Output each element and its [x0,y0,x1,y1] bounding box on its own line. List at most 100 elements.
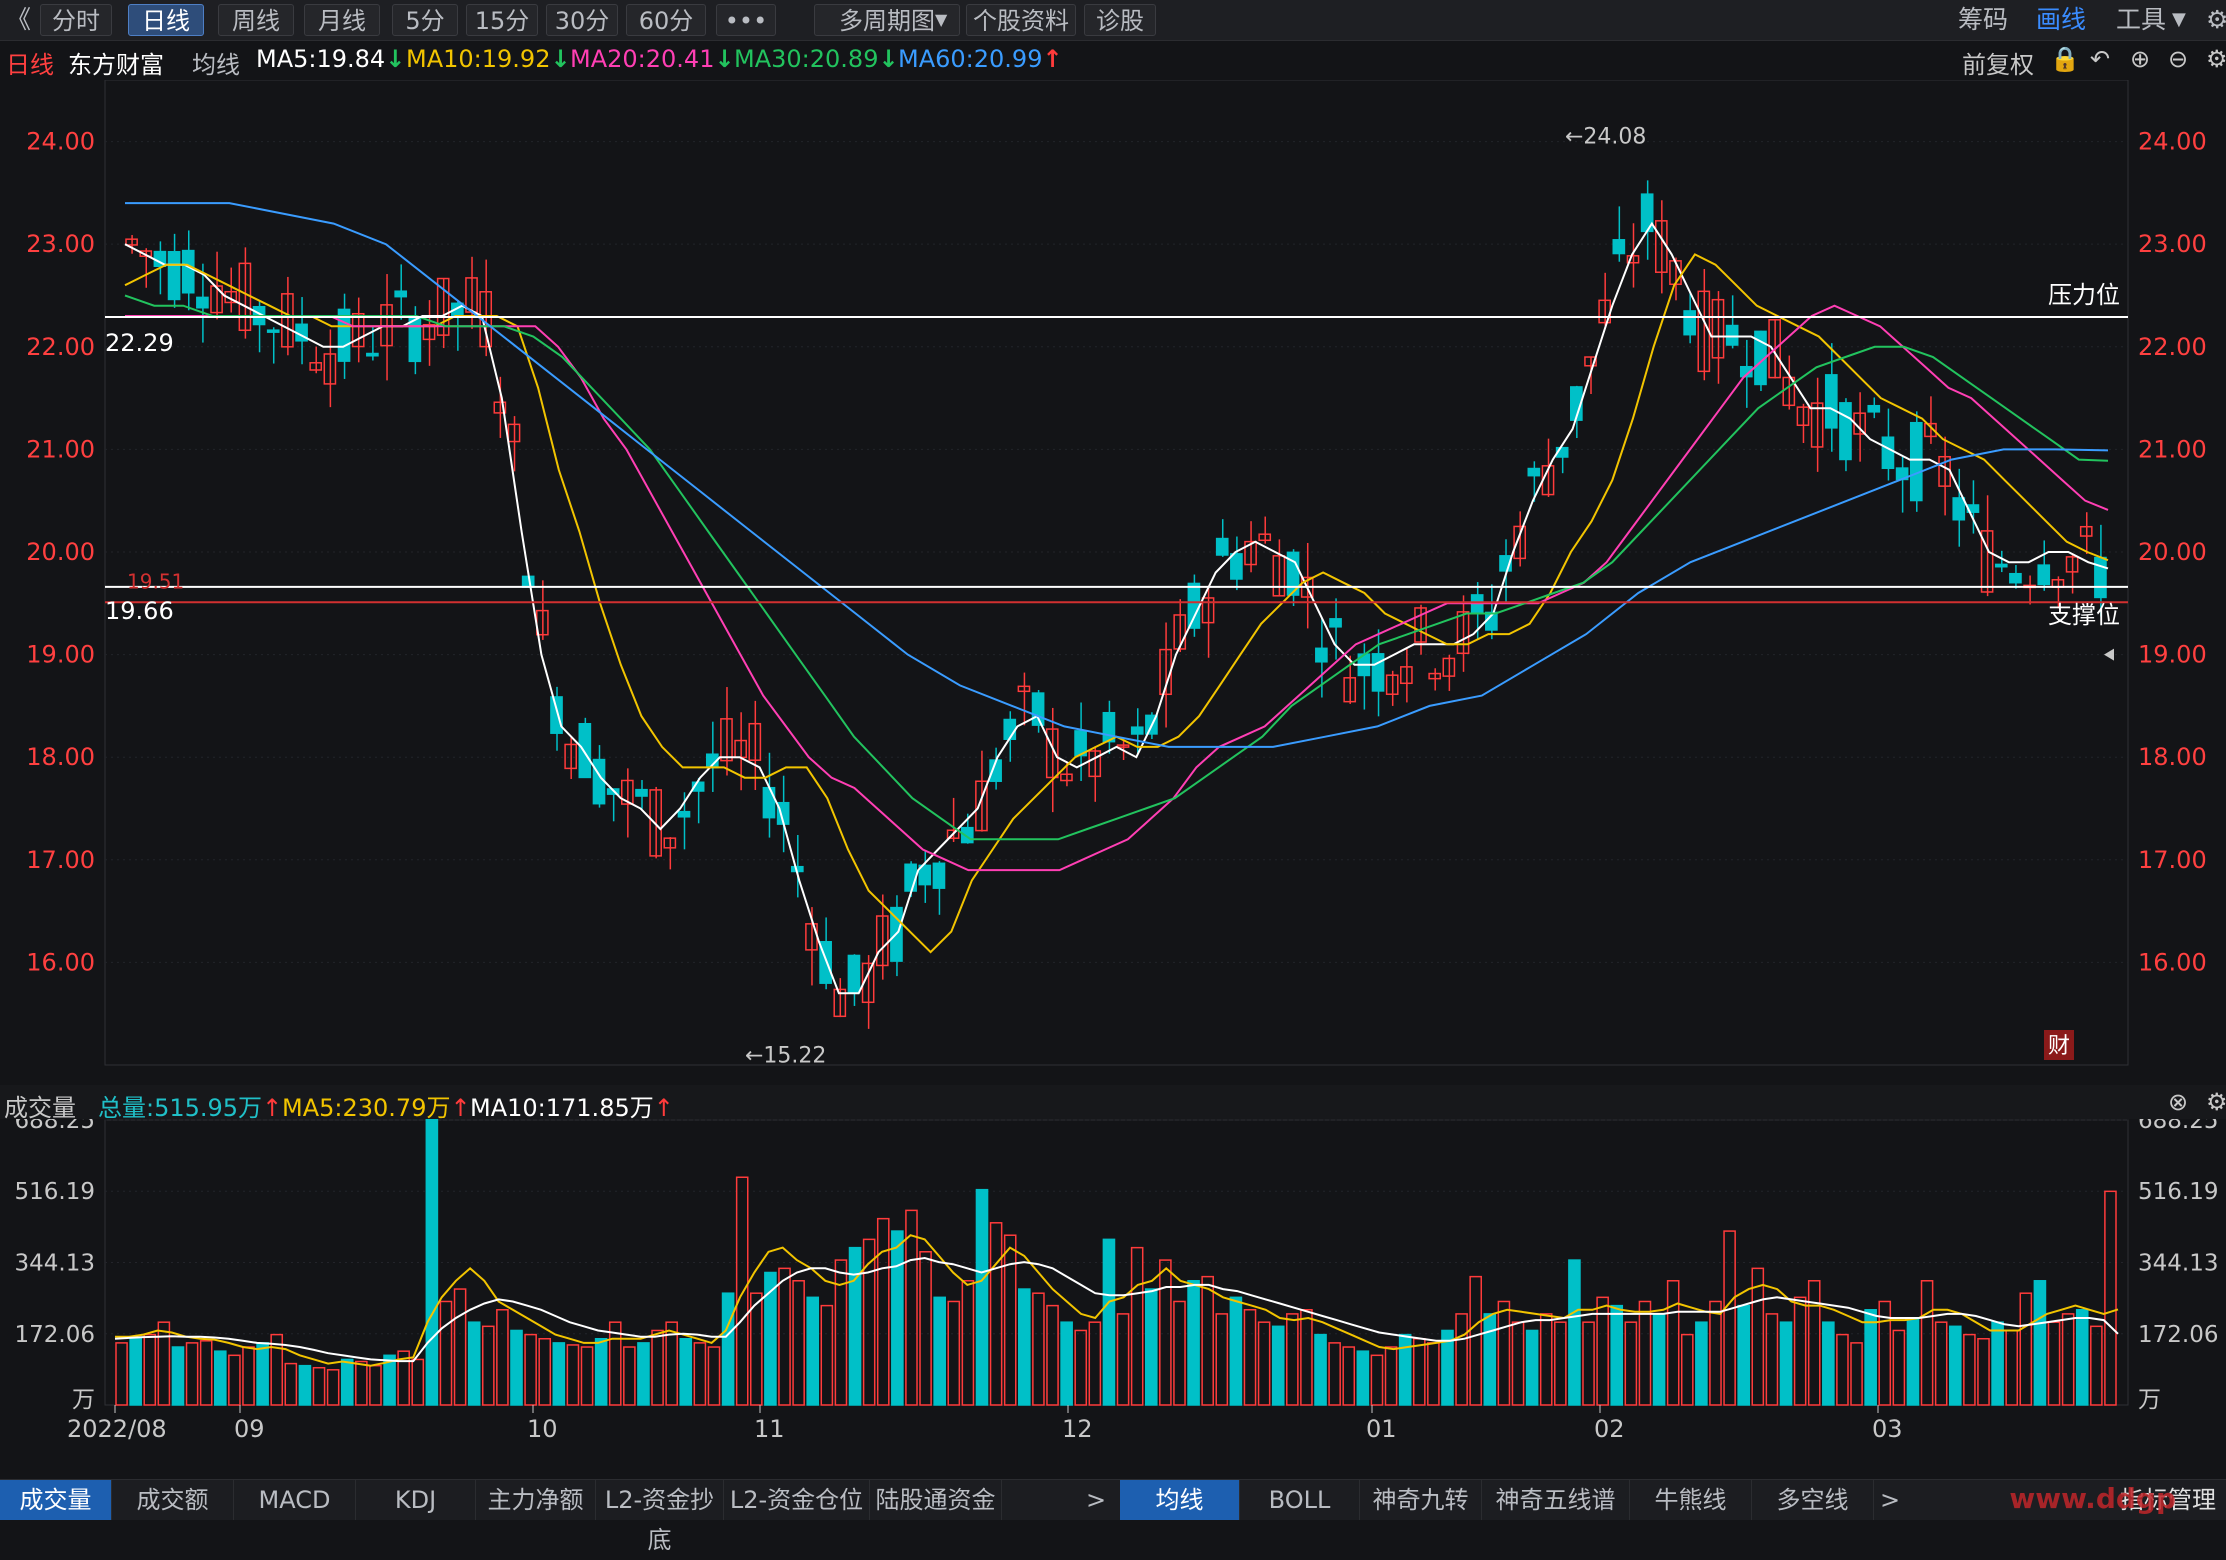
overlay-tab-2[interactable]: 神奇九转 [1360,1480,1482,1520]
candle [281,293,294,348]
volume-bar [1074,1329,1088,1406]
volume-bar [284,1362,298,1406]
overlay-tab-0[interactable]: 均线 [1120,1480,1240,1520]
candle [1130,726,1144,735]
overlay-tab-4[interactable]: 牛熊线 [1630,1480,1752,1520]
settings-icon[interactable]: ⚙ [2206,45,2226,73]
vol-tick-right: 万 [2138,1387,2161,1413]
candle [351,313,365,348]
indicator-tab-7[interactable]: 陆股通资金 [870,1480,1002,1520]
indicator-tab-3[interactable]: KDJ [356,1480,476,1520]
adjust-select[interactable]: 前复权 [1962,51,2034,79]
volume-bar [510,1329,523,1406]
indicator-tab-6[interactable]: L2-资金仓位 [724,1480,870,1520]
x-tick-label: 10 [527,1415,558,1443]
kline-chart[interactable]: 24.00 24.00 23.00 23.00 22.00 22.00 21.00 21.00… [0,80,2226,1479]
indicator-tab-5[interactable]: L2-资金抄底 [596,1480,724,1554]
tab-60min[interactable]: 60分 [626,4,706,36]
more-overlay-button[interactable]: > [1879,1486,1901,1514]
volume-bar [933,1296,946,1406]
y-tick-right: 17.00 [2138,846,2207,874]
overlay-tab-3[interactable]: 神奇五线谱 [1482,1480,1630,1520]
volume-bar [1046,1304,1059,1406]
vol-tick-right: 344.13 [2138,1250,2218,1276]
indicator-tab-0[interactable]: 成交量 [0,1480,112,1520]
chevron-down-icon[interactable]: ▼ [2172,9,2186,30]
candle [1584,356,1597,367]
candle [1258,533,1272,542]
candle [210,285,223,314]
tab-intraday[interactable]: 分时 [40,4,112,36]
close-icon[interactable]: ⊗ [2168,1088,2189,1116]
tools-button[interactable]: 工具 [2116,5,2167,34]
candle [1725,324,1739,346]
tab-monthly[interactable]: 月线 [304,4,380,36]
tab-5min[interactable]: 5分 [392,4,458,36]
tab-diagnosis[interactable]: 诊股 [1084,4,1156,36]
settings-icon[interactable]: ⚙ [2206,1088,2226,1116]
y-tick-right: 23.00 [2138,230,2207,258]
tab-weekly[interactable]: 周线 [218,4,294,36]
volume-bar [566,1344,580,1406]
candle [1060,773,1073,782]
volume-bar [270,1333,284,1406]
volume-bar [989,1222,1003,1406]
candle [1612,239,1626,255]
volume-bar [891,1230,904,1406]
chevron-down-icon[interactable]: ▼ [935,10,948,29]
volume-bar [1286,1313,1299,1406]
zoom-out-icon[interactable]: ⊖ [2168,45,2189,73]
volume-bar [1525,1329,1539,1406]
indicator-manage-button[interactable]: 指标管理 [2120,1486,2216,1514]
overlay-tab-5[interactable]: 多空线 [1752,1480,1874,1520]
tab-profile[interactable]: 个股资料 [966,4,1076,36]
candle [366,352,379,357]
ma-label[interactable]: 均线 [192,51,240,79]
candle [1739,365,1753,378]
volume-bar [1328,1342,1341,1406]
candle [1315,647,1328,663]
tab-daily[interactable]: 日线 [128,4,204,36]
candle [337,308,351,362]
volume-bar [1088,1321,1102,1406]
volume-bar [397,1350,410,1406]
volume-bar [2104,1190,2117,1406]
volume-bar [594,1337,608,1406]
x-tick-label: 02 [1594,1415,1625,1443]
y-tick-left: 17.00 [26,846,95,874]
draw-line-button[interactable]: 画线 [2036,5,2087,34]
indicator-tab-4[interactable]: 主力净额 [476,1480,596,1520]
tab-30min[interactable]: 30分 [546,4,618,36]
indicator-tab-2[interactable]: MACD [234,1480,356,1520]
candle [1994,563,2008,568]
candle [2079,525,2093,537]
y-tick-left: 20.00 [26,538,95,566]
vol-tick-left: 万 [72,1387,95,1413]
back-icon[interactable]: 《 [6,5,32,34]
volume-bar [637,1342,650,1406]
total-volume: 总量:515.95万↑ [98,1094,283,1122]
zoom-in-icon[interactable]: ⊕ [2130,45,2151,73]
candle [507,423,521,443]
volume-bar [298,1364,312,1406]
volume-bar [778,1267,791,1406]
candle [1881,436,1895,470]
overlay-tab-1[interactable]: BOLL [1240,1480,1360,1520]
candle [1329,618,1342,628]
indicator-tab-1[interactable]: 成交额 [112,1480,234,1520]
undo-icon[interactable]: ↶ [2090,45,2111,73]
more-tabs-button[interactable]: > [1085,1486,1107,1514]
volume-bar [1737,1304,1751,1406]
vol-ma10-line [114,1256,2119,1363]
volume-bar [2075,1309,2089,1406]
volume-bar [2019,1292,2033,1406]
tab-15min[interactable]: 15分 [466,4,538,36]
lock-icon[interactable]: 🔒 [2050,45,2080,73]
volume-bar [199,1340,213,1406]
candle [181,249,195,294]
candle [1527,467,1541,477]
chips-button[interactable]: 筹码 [1958,5,2009,34]
tab-multi-period[interactable]: 多周期图 [814,4,960,36]
more-icon[interactable]: ••• [716,4,776,36]
gear-icon[interactable]: ⚙ [2206,5,2226,34]
